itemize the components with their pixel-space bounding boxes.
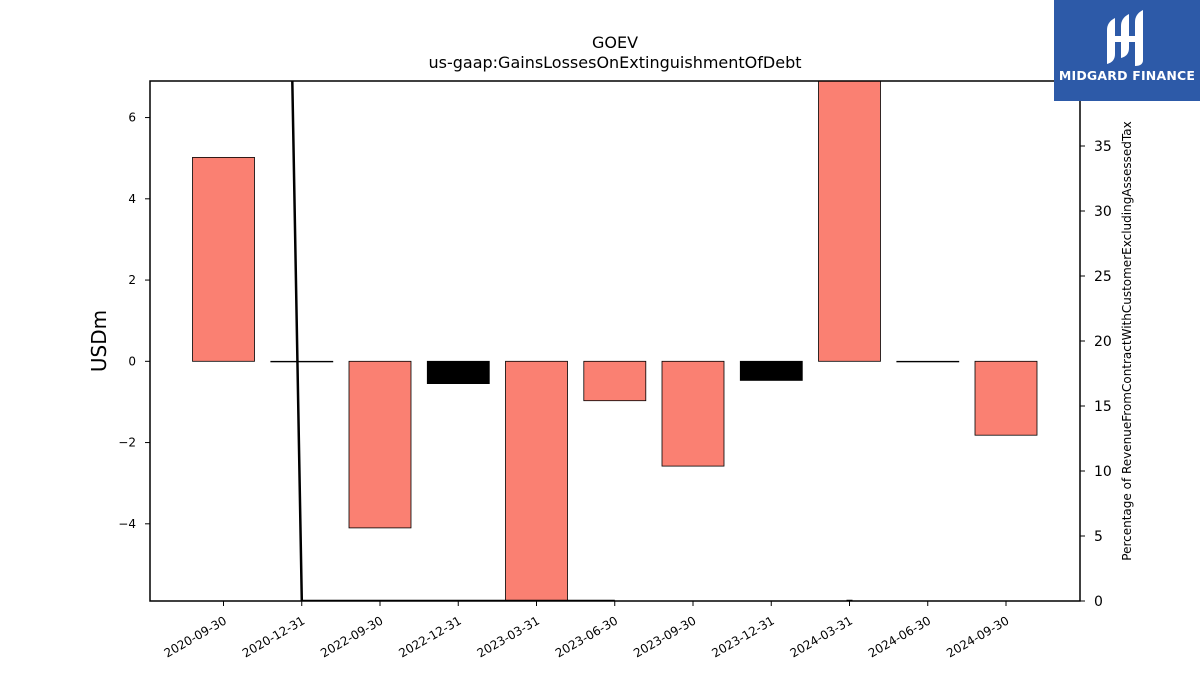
chart-subtitle: us-gaap:GainsLossesOnExtinguishmentOfDeb…	[428, 53, 801, 72]
x-tick-label: 2024-03-31	[788, 613, 855, 660]
bar-2024-09-30	[974, 360, 1038, 436]
x-axis: 2020-09-30 2020-12-31 2022-09-30 2022-12-31…	[162, 601, 1012, 660]
bar-2023-12-31	[739, 360, 803, 381]
x-tick-label: 2024-06-30	[866, 613, 933, 660]
y-axis-label: USDm	[87, 310, 111, 372]
midgard-finance-logo: MIDGARD FINANCE	[1054, 0, 1200, 101]
logo-mark-icon	[1107, 10, 1143, 66]
y2-tick-label: 30	[1094, 204, 1112, 220]
x-tick-label: 2022-12-31	[396, 613, 463, 660]
y2-tick-label: 15	[1094, 399, 1112, 415]
x-tick-label: 2024-09-30	[944, 613, 1011, 660]
y-tick-label: 4	[128, 192, 136, 206]
y2-tick-label: 25	[1094, 269, 1112, 285]
bar-2023-06-30	[583, 360, 647, 402]
logo-text: MIDGARD FINANCE	[1058, 68, 1196, 83]
y-tick-label: 6	[128, 111, 136, 125]
bar-2024-03-31	[818, 80, 881, 362]
bar-2023-03-31	[505, 360, 568, 602]
plot-frame	[149, 80, 1081, 602]
y-tick-label: 0	[128, 354, 136, 368]
bar-2023-09-30	[661, 360, 725, 467]
x-tick-label: 2020-12-31	[240, 613, 307, 660]
y2-tick-label: 5	[1094, 529, 1103, 545]
y2-axis-label: Percentage of RevenueFromContractWithCus…	[1120, 121, 1134, 560]
y-tick-label: 2	[128, 273, 136, 287]
y2-tick-label: 0	[1094, 594, 1103, 610]
bar-group	[192, 80, 1038, 602]
bar-2022-09-30	[348, 360, 412, 529]
y2-axis: 0 5 10 15 20 25 30 35	[1080, 139, 1112, 610]
x-tick-label: 2023-06-30	[553, 613, 620, 660]
bar-2020-12-31	[270, 360, 334, 363]
y2-tick-label: 10	[1094, 464, 1112, 480]
y-tick-label: −2	[118, 436, 136, 450]
x-tick-label: 2023-09-30	[631, 613, 698, 660]
x-tick-label: 2023-03-31	[475, 613, 542, 660]
x-tick-label: 2022-09-30	[318, 613, 385, 660]
y-axis: −4 −2 0 2 4 6	[118, 111, 150, 531]
x-tick-label: 2023-12-31	[709, 613, 776, 660]
y-tick-label: −4	[118, 517, 136, 531]
x-tick-label: 2020-09-30	[162, 613, 229, 660]
y2-tick-label: 20	[1094, 334, 1112, 350]
chart-title: GOEV	[592, 33, 638, 52]
y2-tick-label: 35	[1094, 139, 1112, 155]
bar-2024-06-30	[896, 360, 960, 363]
bar-2020-09-30	[192, 156, 255, 362]
bar-2022-12-31	[426, 360, 490, 384]
